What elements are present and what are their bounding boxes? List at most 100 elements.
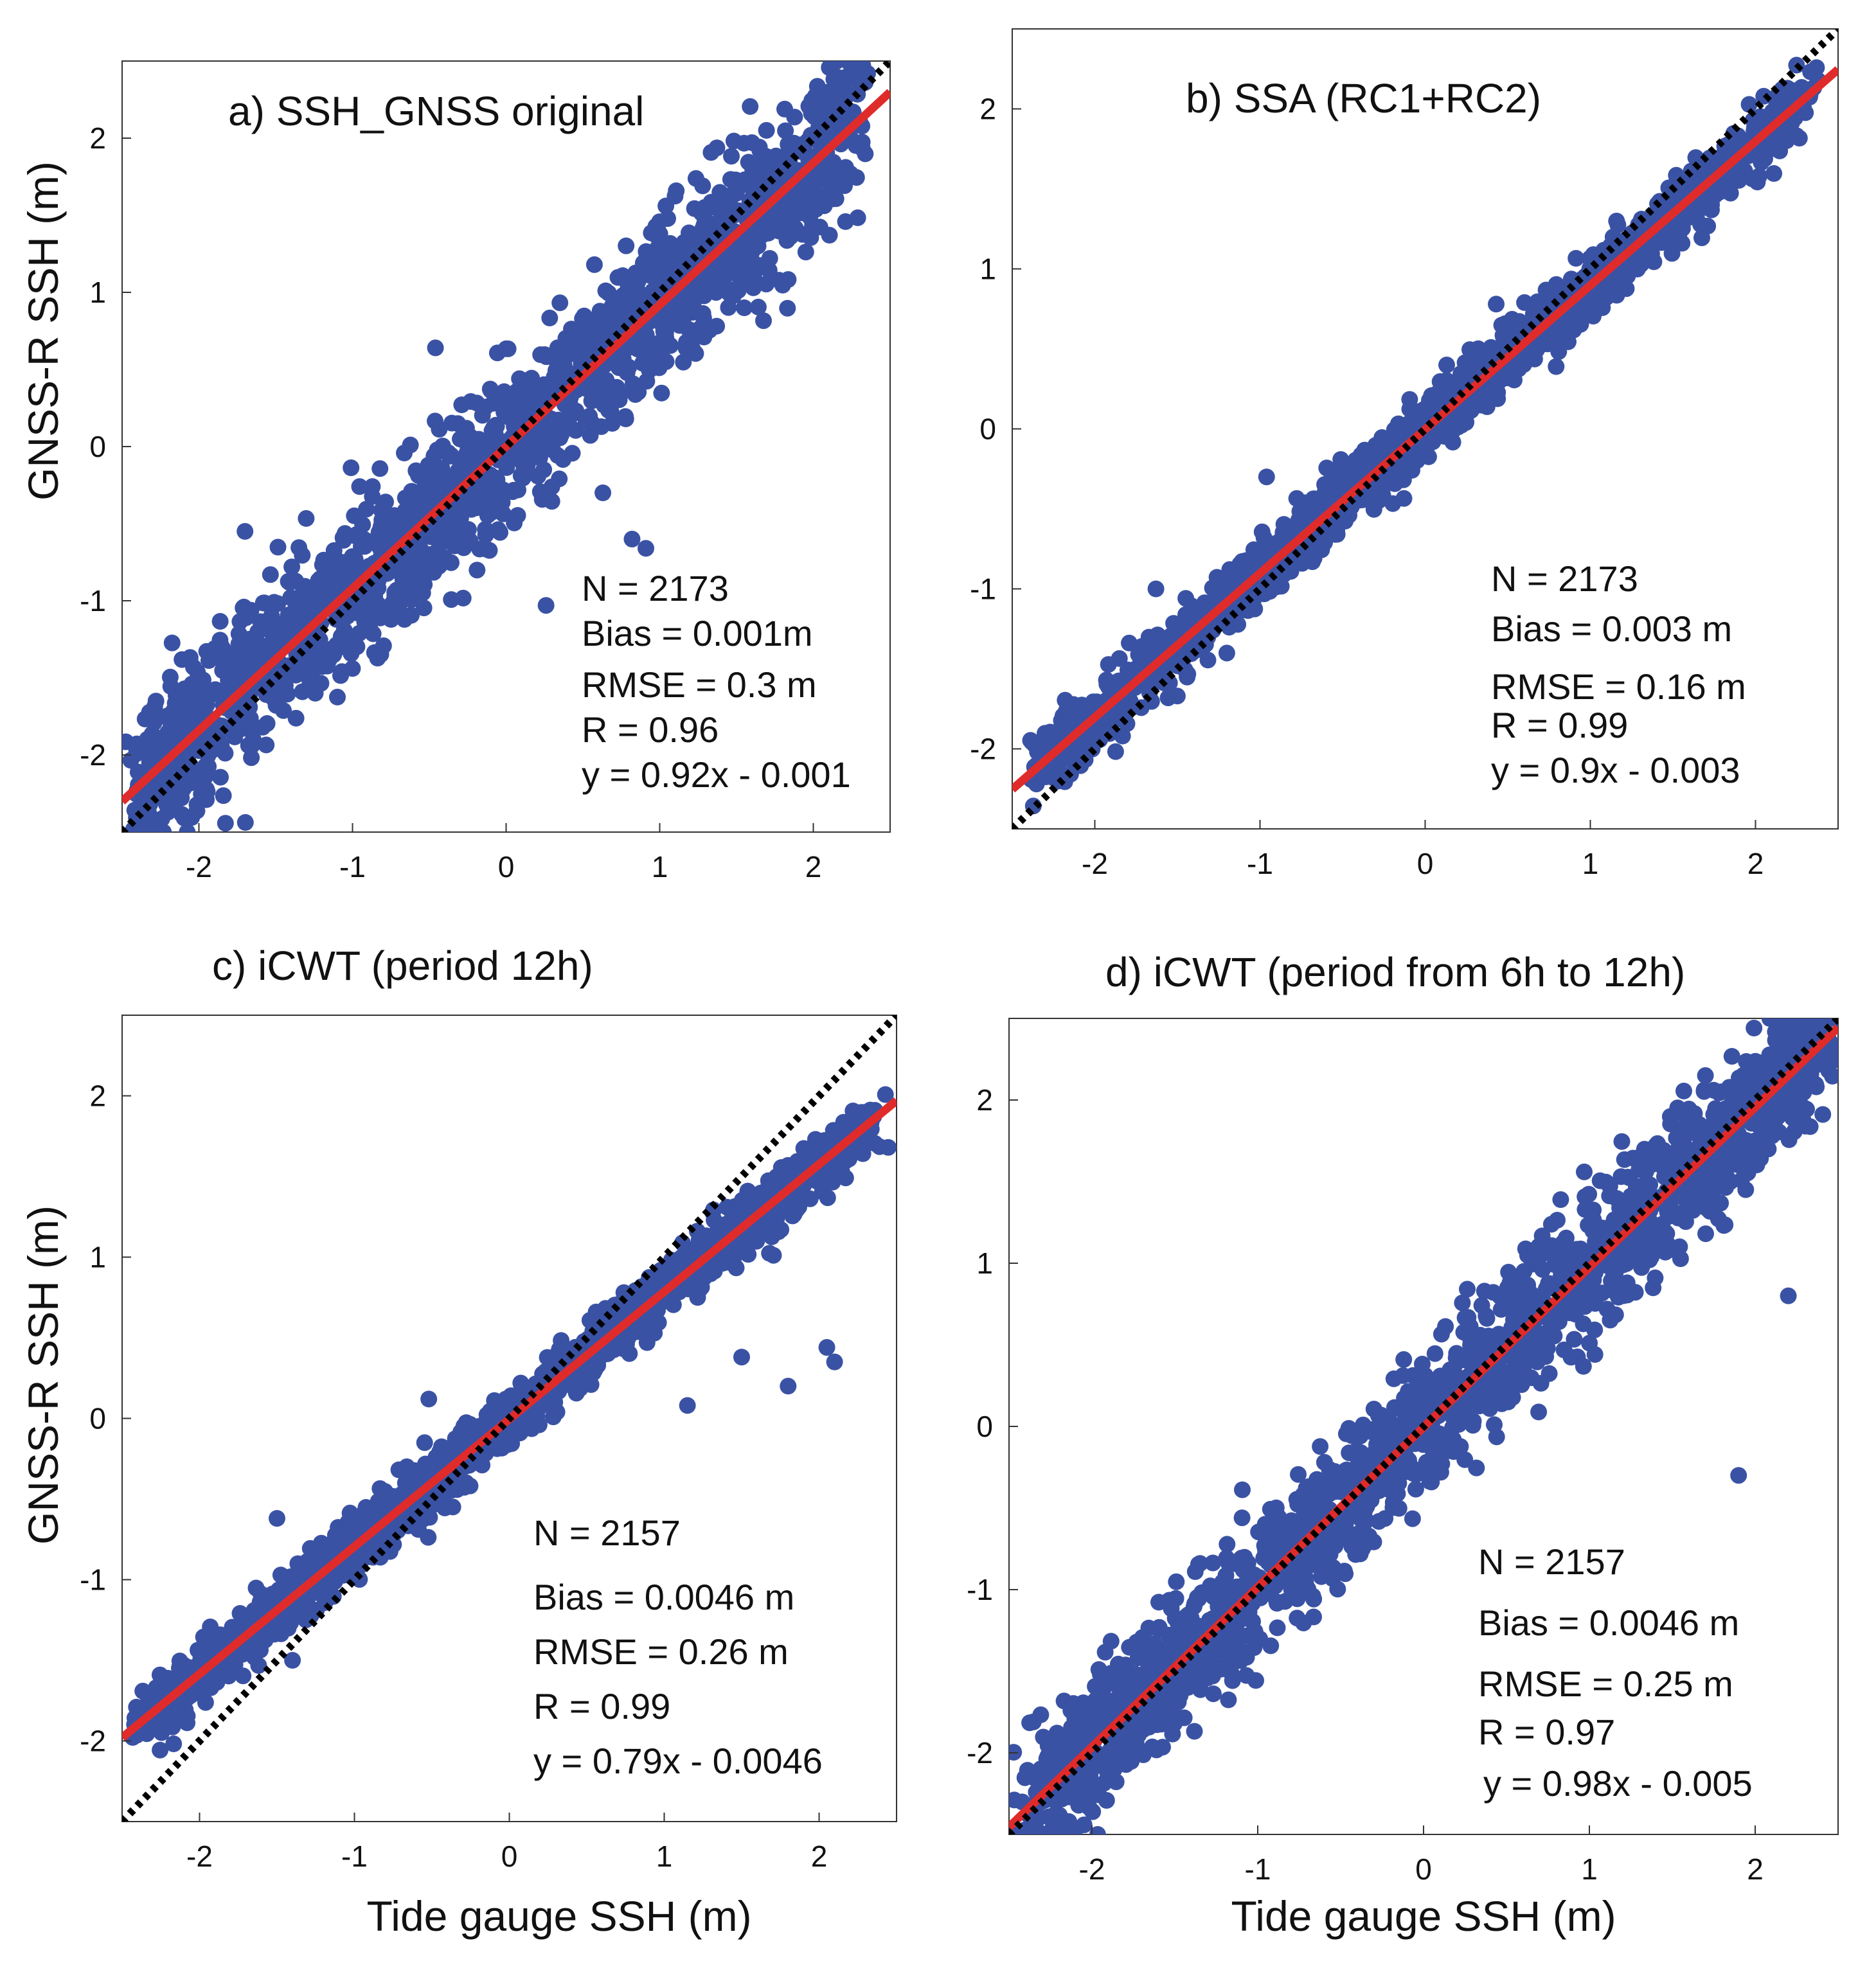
data-point	[369, 533, 386, 550]
data-point	[1228, 562, 1245, 579]
panel-title: a) SSH_GNSS original	[228, 88, 644, 134]
data-point	[1609, 217, 1627, 234]
data-point	[287, 606, 305, 623]
data-point	[153, 810, 170, 828]
x-tick-label: 0	[498, 850, 515, 883]
data-point	[618, 237, 635, 254]
data-point	[1562, 271, 1580, 288]
data-point	[284, 590, 301, 607]
data-point	[736, 299, 753, 316]
data-point	[423, 546, 440, 563]
data-point	[128, 741, 145, 758]
data-point	[281, 624, 298, 641]
data-point	[393, 565, 410, 583]
data-point	[1425, 388, 1442, 405]
data-point	[1328, 526, 1346, 543]
data-point	[183, 675, 201, 693]
data-point	[346, 507, 363, 524]
x-tick-label: 2	[1747, 847, 1764, 880]
data-point	[156, 728, 173, 745]
data-point	[765, 220, 783, 237]
data-point	[1663, 245, 1681, 262]
data-point	[629, 272, 647, 290]
stat-r: R = 0.96	[582, 709, 719, 750]
stat-n: N = 2173	[582, 568, 729, 608]
data-point	[695, 287, 713, 305]
data-point	[396, 445, 413, 461]
data-point	[343, 459, 360, 476]
y-tick-label: 0	[89, 430, 106, 463]
data-point	[1763, 137, 1780, 154]
data-point	[366, 588, 384, 605]
data-point	[596, 376, 614, 393]
data-point	[462, 393, 479, 410]
data-point	[1325, 465, 1343, 482]
data-point	[427, 413, 443, 430]
data-point	[696, 326, 713, 343]
data-point	[141, 704, 158, 721]
x-tick-label: 1	[652, 850, 668, 883]
y-tick-label: 2	[89, 121, 106, 155]
data-point	[1255, 529, 1273, 546]
data-point	[1670, 226, 1688, 244]
data-point	[563, 321, 580, 338]
data-point	[746, 178, 764, 195]
data-point	[215, 787, 232, 804]
data-point	[1288, 490, 1305, 507]
data-point	[794, 226, 811, 243]
data-point	[263, 624, 280, 641]
data-point	[656, 244, 674, 262]
data-point	[1703, 201, 1720, 218]
data-point	[1353, 490, 1370, 508]
data-point	[237, 609, 255, 626]
data-point	[1330, 478, 1347, 495]
data-point	[1438, 357, 1455, 373]
data-point	[777, 122, 794, 139]
outlier-point	[237, 523, 254, 540]
outlier-point	[427, 339, 444, 357]
data-point	[1184, 609, 1201, 626]
data-point	[455, 532, 472, 549]
data-point	[272, 676, 289, 693]
data-point	[168, 726, 186, 743]
data-point	[335, 530, 352, 547]
data-point	[280, 572, 297, 590]
stat-n: N = 2173	[1491, 558, 1638, 599]
data-point	[1177, 590, 1195, 607]
data-point	[708, 215, 725, 232]
data-point	[1687, 149, 1704, 166]
data-point	[413, 488, 429, 505]
data-point	[443, 591, 460, 608]
data-point	[680, 321, 697, 338]
data-point	[1689, 200, 1706, 217]
data-point	[1218, 644, 1235, 662]
data-point	[496, 383, 513, 400]
data-point	[171, 713, 188, 731]
x-axis-label-right: Tide gauge SSH (m)	[1231, 1892, 1616, 1940]
data-point	[1618, 280, 1635, 297]
data-point	[330, 561, 348, 578]
data-point	[264, 640, 281, 657]
data-point	[723, 148, 740, 165]
data-point	[817, 126, 834, 143]
data-point	[609, 269, 627, 286]
data-point	[1022, 732, 1039, 749]
data-point	[471, 540, 488, 558]
data-point	[644, 265, 661, 282]
data-point	[185, 659, 202, 676]
panel-title: b) SSA (RC1+RC2)	[1186, 75, 1541, 121]
data-point	[758, 276, 775, 293]
data-point	[585, 256, 603, 273]
data-point	[1431, 373, 1449, 390]
data-point	[515, 463, 533, 480]
data-point	[348, 604, 366, 621]
data-point	[612, 385, 629, 402]
data-point	[551, 294, 569, 312]
data-point	[666, 188, 684, 205]
data-point	[1506, 371, 1523, 389]
data-point	[832, 76, 850, 93]
data-point	[1244, 556, 1260, 573]
data-point	[258, 736, 275, 754]
